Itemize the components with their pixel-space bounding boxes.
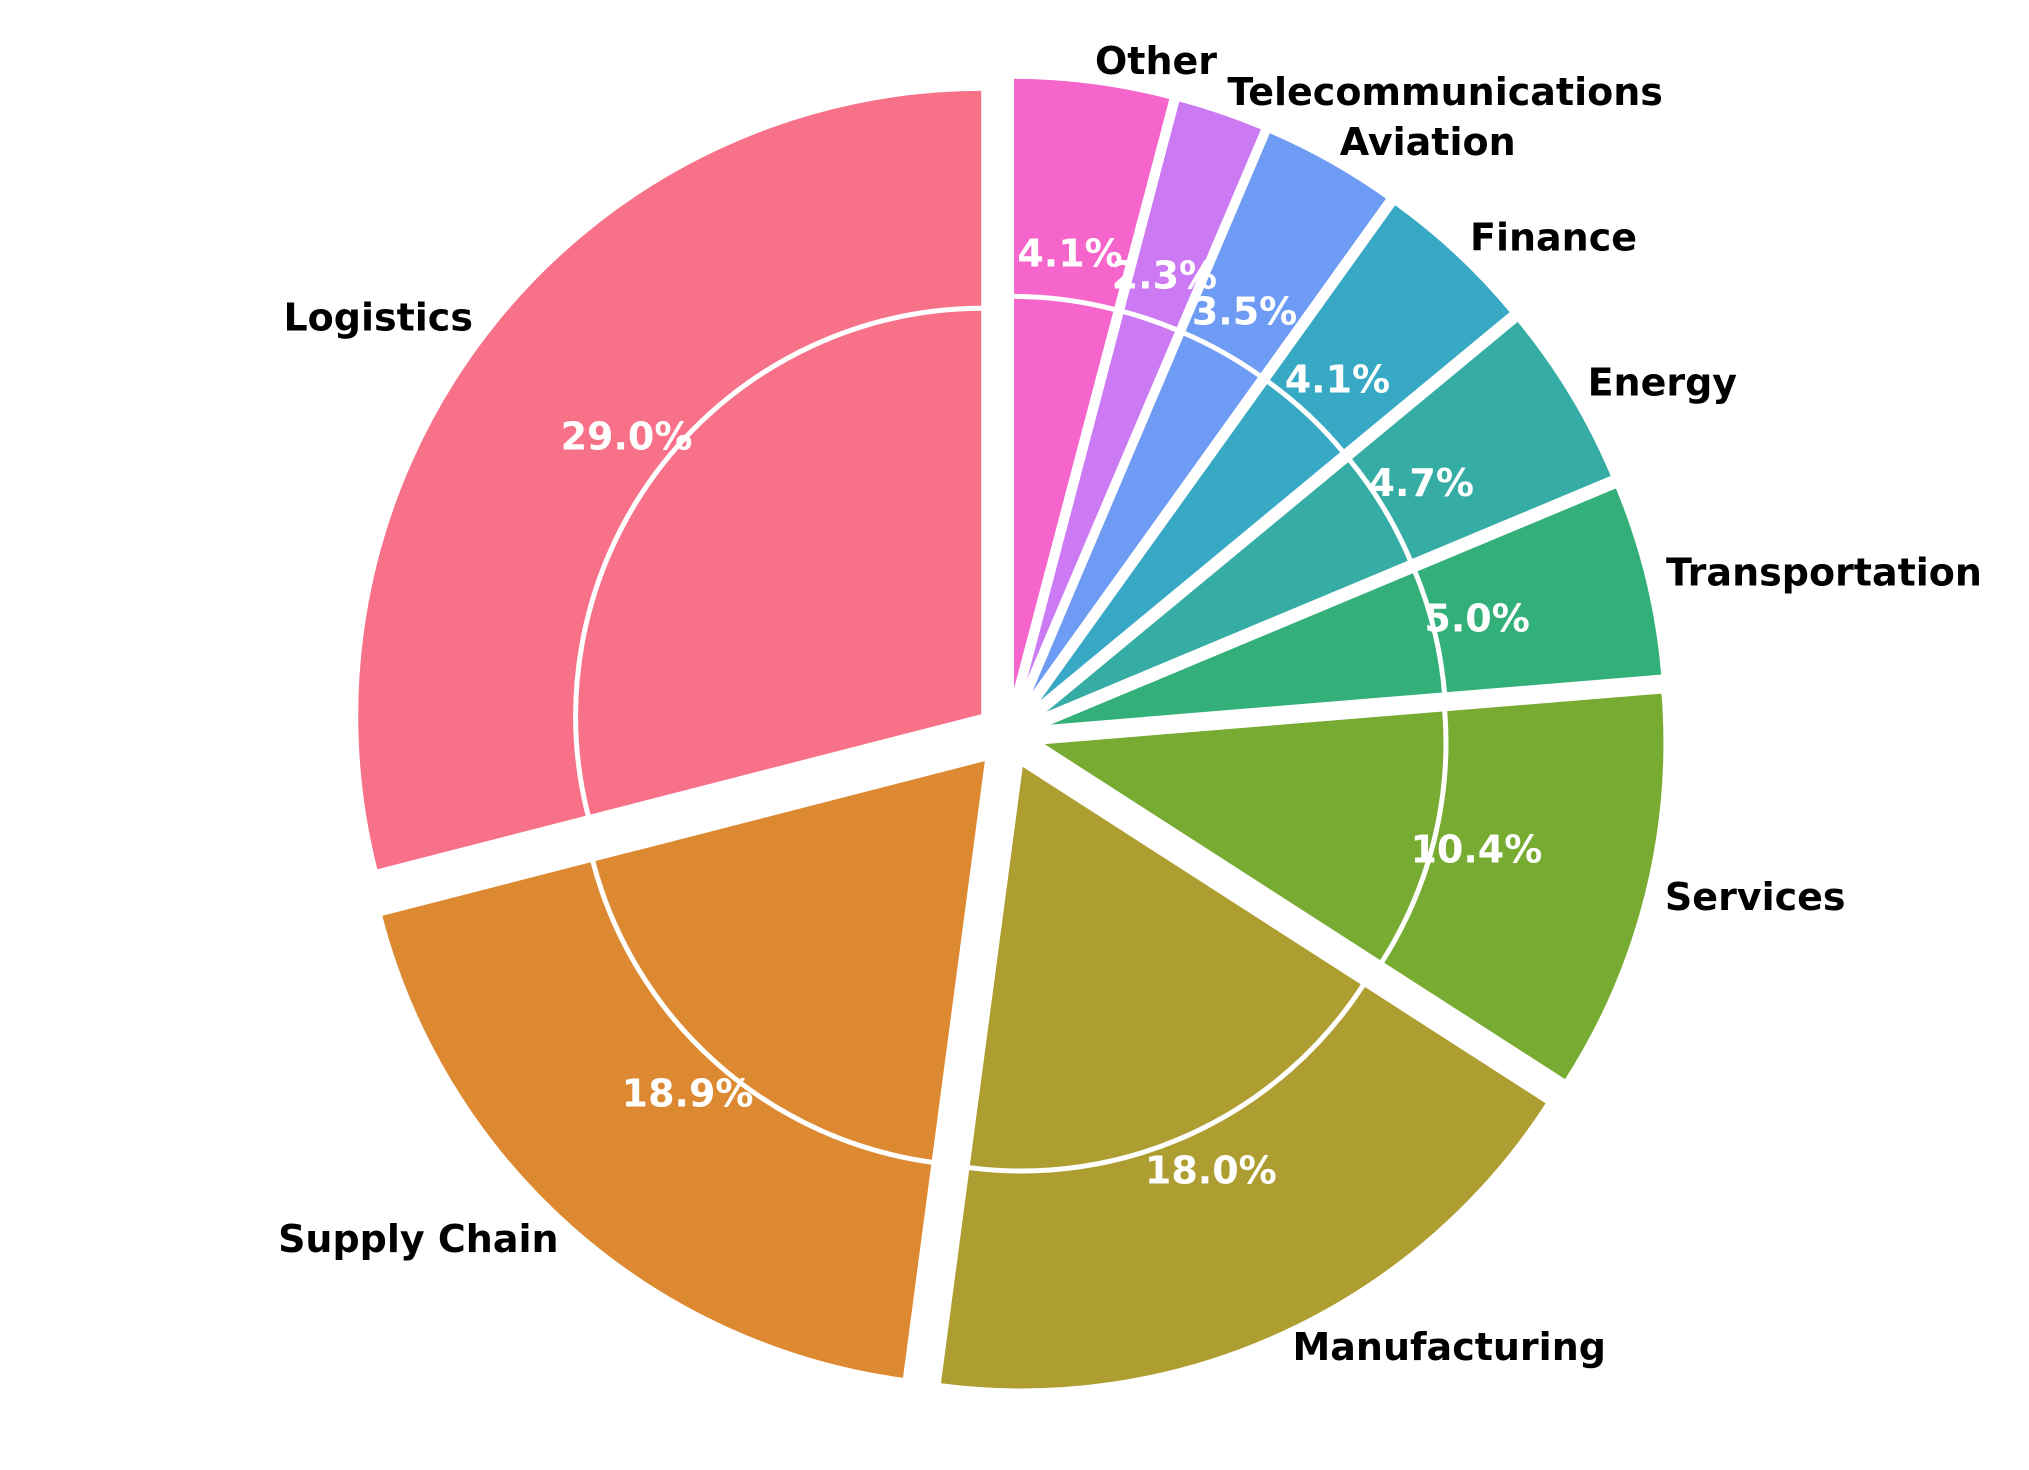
- wedge-group-manufacturing: [936, 760, 1552, 1393]
- percent-label-telecommunications: 2.3%: [1112, 254, 1217, 298]
- percent-label-supply-chain: 18.9%: [622, 1072, 754, 1116]
- percent-label-other: 4.1%: [1017, 232, 1122, 276]
- wedge-transportation: [1037, 483, 1666, 730]
- label-transportation: Transportation: [1666, 550, 1982, 594]
- label-other: Other: [1095, 39, 1217, 83]
- wedge-supply-chain: [377, 755, 990, 1383]
- inner-ring-other: [1012, 293, 1117, 313]
- wedge-group-energy: [1033, 316, 1616, 721]
- inner-ring-energy: [1346, 457, 1414, 563]
- percent-label-logistics: 29.0%: [561, 415, 693, 459]
- label-manufacturing: Manufacturing: [1292, 1325, 1606, 1369]
- wedge-telecommunications: [1016, 96, 1267, 707]
- wedge-services: [1032, 689, 1668, 1085]
- inner-ring-services: [1379, 709, 1449, 965]
- label-finance: Finance: [1470, 215, 1637, 259]
- wedge-logistics: [354, 86, 986, 875]
- inner-ring-finance: [1265, 378, 1346, 454]
- percent-label-energy: 4.7%: [1369, 461, 1474, 505]
- percent-label-finance: 4.1%: [1285, 358, 1390, 402]
- label-supply-chain: Supply Chain: [278, 1217, 559, 1261]
- label-services: Services: [1665, 875, 1846, 919]
- wedge-energy: [1033, 316, 1616, 721]
- percent-label-manufacturing: 18.0%: [1145, 1149, 1277, 1193]
- wedge-group-aviation: [1021, 128, 1392, 709]
- wedge-group-other: [1010, 74, 1175, 705]
- wedge-aviation: [1021, 128, 1392, 709]
- inner-ring-transportation: [1412, 569, 1448, 695]
- wedge-finance: [1027, 199, 1516, 714]
- wedge-other: [1010, 74, 1175, 705]
- label-energy: Energy: [1588, 360, 1738, 404]
- percent-label-services: 10.4%: [1410, 828, 1542, 872]
- label-telecommunications: Telecommunications: [1227, 70, 1663, 114]
- inner-ring-supply-chain: [590, 859, 934, 1165]
- wedge-manufacturing: [936, 760, 1552, 1393]
- inner-ring-logistics: [573, 305, 984, 818]
- wedge-group-supply-chain: [377, 755, 990, 1383]
- inner-ring-manufacturing: [967, 982, 1367, 1174]
- wedge-group-telecommunications: [1016, 96, 1267, 707]
- percent-label-transportation: 5.0%: [1424, 596, 1529, 640]
- wedge-group-services: [1032, 689, 1668, 1085]
- label-logistics: Logistics: [283, 295, 473, 339]
- wedge-group-logistics: [354, 86, 986, 875]
- label-aviation: Aviation: [1340, 120, 1516, 164]
- wedge-group-transportation: [1037, 483, 1666, 730]
- wedge-group-finance: [1027, 199, 1516, 714]
- inner-ring-telecommunications: [1121, 308, 1179, 333]
- percent-label-aviation: 3.5%: [1192, 290, 1297, 334]
- inner-ring-aviation: [1181, 330, 1263, 379]
